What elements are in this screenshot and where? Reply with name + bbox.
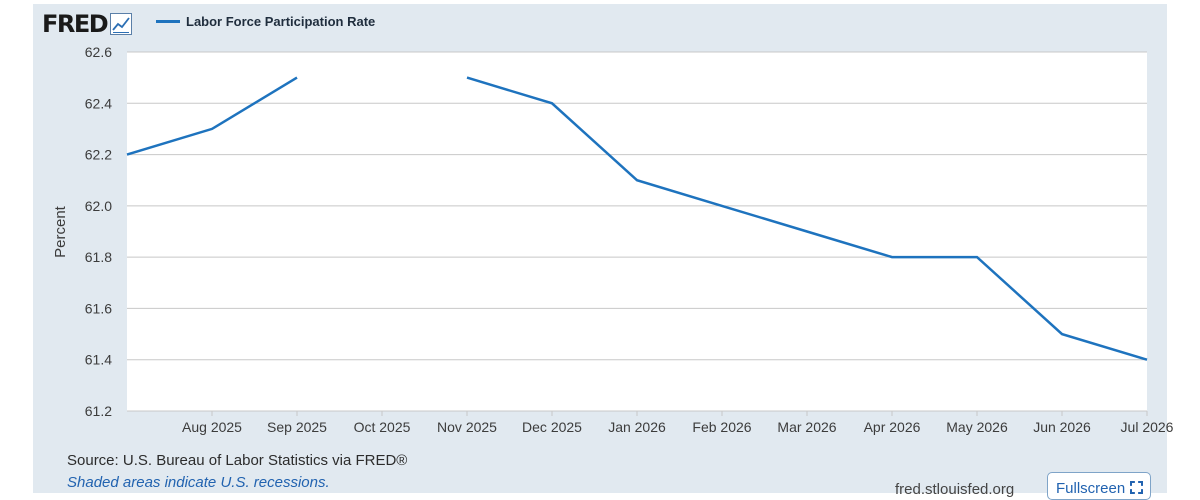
y-tick-label: 62.4: [85, 95, 112, 111]
x-tick-label: Jun 2026: [1033, 419, 1091, 435]
x-tick-label: Jul 2026: [1121, 419, 1174, 435]
fred-logo[interactable]: FRED: [42, 10, 133, 38]
y-tick-label: 61.4: [85, 352, 112, 368]
x-tick-label: Oct 2025: [354, 419, 411, 435]
source-note: Source: U.S. Bureau of Labor Statistics …: [67, 452, 408, 469]
line-graph-icon: [110, 13, 133, 35]
y-tick-labels: 61.2 61.4 61.6 61.8 62.0 62.2 62.4 62.6: [85, 44, 112, 419]
recession-note: Shaded areas indicate U.S. recessions.: [67, 474, 330, 491]
x-tick-labels: Aug 2025 Sep 2025 Oct 2025 Nov 2025 Dec 2025…: [182, 419, 1174, 435]
series-line[interactable]: [126, 76, 298, 156]
series-line[interactable]: [466, 76, 1148, 361]
x-tick-label: Mar 2026: [777, 419, 836, 435]
x-tick-label: Aug 2025: [182, 419, 242, 435]
fullscreen-icon: [1130, 481, 1144, 494]
x-tick-label: Nov 2025: [437, 419, 497, 435]
y-tick-label: 62.0: [85, 198, 112, 214]
series-group: [126, 76, 1148, 361]
legend: Labor Force Participation Rate: [156, 14, 375, 29]
legend-label: Labor Force Participation Rate: [186, 14, 376, 29]
x-tick-label: Jan 2026: [608, 419, 666, 435]
fullscreen-button[interactable]: Fullscreen: [1047, 472, 1151, 500]
x-tick-label: Dec 2025: [522, 419, 582, 435]
x-tick-label: May 2026: [946, 419, 1008, 435]
x-tick-label: Feb 2026: [692, 419, 751, 435]
y-tick-label: 62.6: [85, 44, 112, 60]
y-axis-title: Percent: [52, 205, 69, 258]
y-tick-label: 61.2: [85, 403, 112, 419]
grid-lines: [127, 51, 1148, 416]
plot-area: [127, 52, 1147, 411]
y-tick-label: 61.6: [85, 300, 112, 316]
y-tick-label: 62.2: [85, 147, 112, 163]
x-tick-label: Apr 2026: [864, 419, 921, 435]
fred-logo-text: FRED: [42, 10, 109, 38]
y-tick-label: 61.8: [85, 249, 112, 265]
fullscreen-label: Fullscreen: [1056, 480, 1126, 497]
site-url[interactable]: fred.stlouisfed.org: [895, 481, 1015, 498]
x-tick-label: Sep 2025: [267, 419, 327, 435]
legend-swatch: [156, 20, 180, 23]
